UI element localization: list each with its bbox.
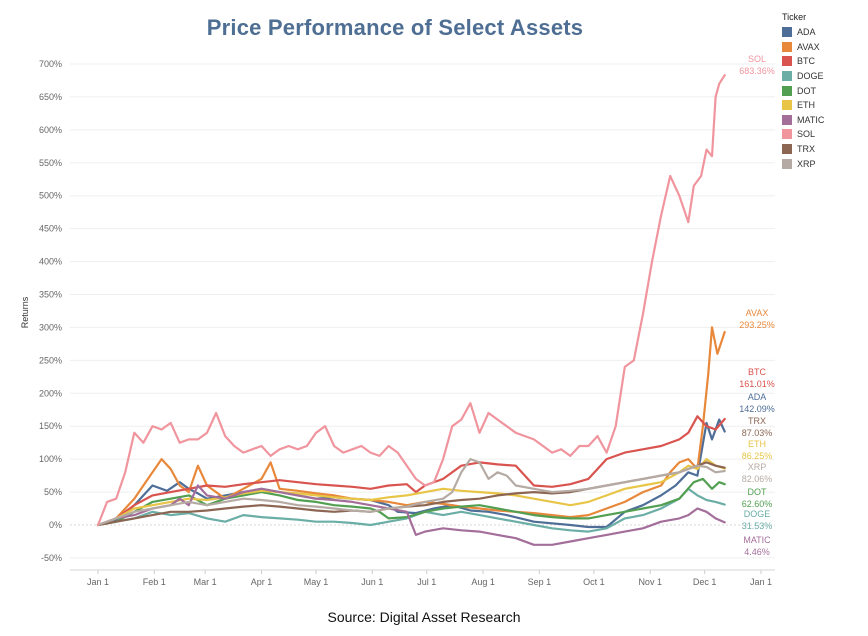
legend-item-avax[interactable]: AVAX — [782, 40, 866, 55]
series-line-doge — [96, 487, 726, 533]
series-line-sol — [96, 74, 726, 527]
series-end-value-trx: 87.03% — [742, 428, 773, 438]
x-tick-label: Apr 1 — [251, 577, 273, 587]
legend-swatch — [782, 144, 792, 155]
y-tick-label: 50% — [44, 487, 62, 497]
legend-label: DOGE — [797, 71, 824, 82]
series-end-name-doge: DOGE — [744, 509, 771, 519]
legend-label: ADA — [797, 27, 816, 38]
series-end-name-dot: DOT — [748, 487, 768, 497]
legend-item-doge[interactable]: DOGE — [782, 69, 866, 84]
series-end-value-xrp: 82.06% — [742, 474, 773, 484]
x-tick-label: Jan 1 — [87, 577, 109, 587]
legend-swatch — [782, 85, 792, 96]
series-line-eth — [96, 458, 726, 527]
y-tick-label: 300% — [39, 322, 62, 332]
series-end-value-dot: 62.60% — [742, 499, 773, 509]
legend-label: DOT — [797, 85, 816, 96]
x-tick-label: Aug 1 — [471, 577, 495, 587]
series-end-name-trx: TRX — [748, 416, 766, 426]
y-tick-label: 400% — [39, 257, 62, 267]
series-end-name-eth: ETH — [748, 439, 766, 449]
y-axis-title: Returns — [20, 296, 30, 328]
series-end-name-btc: BTC — [748, 367, 767, 377]
legend-label: ETH — [797, 100, 815, 111]
source-note: Source: Digital Asset Research — [327, 609, 521, 625]
x-tick-label: Jul 1 — [417, 577, 436, 587]
legend-label: BTC — [797, 56, 815, 67]
y-tick-label: 0% — [49, 520, 62, 530]
legend-item-dot[interactable]: DOT — [782, 83, 866, 98]
legend-item-btc[interactable]: BTC — [782, 54, 866, 69]
legend-label: AVAX — [797, 41, 820, 52]
y-tick-label: 150% — [39, 421, 62, 431]
series-end-value-ada: 142.09% — [739, 404, 775, 414]
series-end-value-btc: 161.01% — [739, 379, 775, 389]
legend-label: TRX — [797, 144, 815, 155]
y-tick-label: -50% — [41, 553, 62, 563]
x-tick-label: May 1 — [304, 577, 329, 587]
chart-title: Price Performance of Select Assets — [206, 15, 584, 40]
series-end-name-matic: MATIC — [743, 535, 771, 545]
x-tick-label: Jan 1 — [750, 577, 772, 587]
x-tick-label: Mar 1 — [194, 577, 217, 587]
y-tick-label: 650% — [39, 92, 62, 102]
legend-item-eth[interactable]: ETH — [782, 98, 866, 113]
series-end-value-doge: 31.53% — [742, 521, 773, 531]
y-tick-label: 100% — [39, 454, 62, 464]
y-tick-label: 250% — [39, 355, 62, 365]
y-tick-label: 350% — [39, 290, 62, 300]
series-line-matic — [96, 484, 726, 546]
legend-label: SOL — [797, 129, 816, 140]
x-tick-label: Oct 1 — [583, 577, 605, 587]
legend-item-xrp[interactable]: XRP — [782, 156, 866, 171]
legend-title: Ticker — [782, 12, 807, 22]
series-end-value-matic: 4.46% — [744, 547, 770, 557]
legend-swatch — [782, 158, 792, 169]
series-end-name-avax: AVAX — [746, 308, 769, 318]
legend-swatch — [782, 114, 792, 125]
y-tick-label: 600% — [39, 125, 62, 135]
legend-swatch — [782, 71, 792, 82]
x-tick-label: Nov 1 — [638, 577, 662, 587]
legend: Ticker ADA AVAX BTC DOGE DOT ETH MATIC SOL TRX XR… — [782, 12, 866, 171]
x-tick-label: Dec 1 — [693, 577, 717, 587]
series-end-value-sol: 683.36% — [739, 66, 775, 76]
x-tick-label: Feb 1 — [143, 577, 166, 587]
x-tick-label: Jun 1 — [361, 577, 383, 587]
series-end-name-xrp: XRP — [748, 462, 767, 472]
legend-label: MATIC — [797, 114, 825, 125]
legend-item-matic[interactable]: MATIC — [782, 113, 866, 128]
legend-swatch — [782, 129, 792, 140]
x-tick-label: Sep 1 — [528, 577, 552, 587]
y-tick-label: 450% — [39, 224, 62, 234]
y-tick-label: 500% — [39, 191, 62, 201]
legend-swatch — [782, 56, 792, 67]
series-end-value-eth: 86.25% — [742, 451, 773, 461]
y-tick-label: 550% — [39, 158, 62, 168]
legend-swatch — [782, 100, 792, 111]
legend-label: XRP — [797, 158, 816, 169]
legend-swatch — [782, 27, 792, 38]
series-end-value-avax: 293.25% — [739, 320, 775, 330]
series-line-xrp — [96, 458, 726, 527]
y-tick-label: 200% — [39, 388, 62, 398]
series-end-name-ada: ADA — [748, 392, 767, 402]
legend-item-sol[interactable]: SOL — [782, 127, 866, 142]
legend-item-ada[interactable]: ADA — [782, 25, 866, 40]
series-end-name-sol: SOL — [748, 54, 766, 64]
y-tick-label: 700% — [39, 59, 62, 69]
legend-item-trx[interactable]: TRX — [782, 142, 866, 157]
legend-swatch — [782, 41, 792, 52]
